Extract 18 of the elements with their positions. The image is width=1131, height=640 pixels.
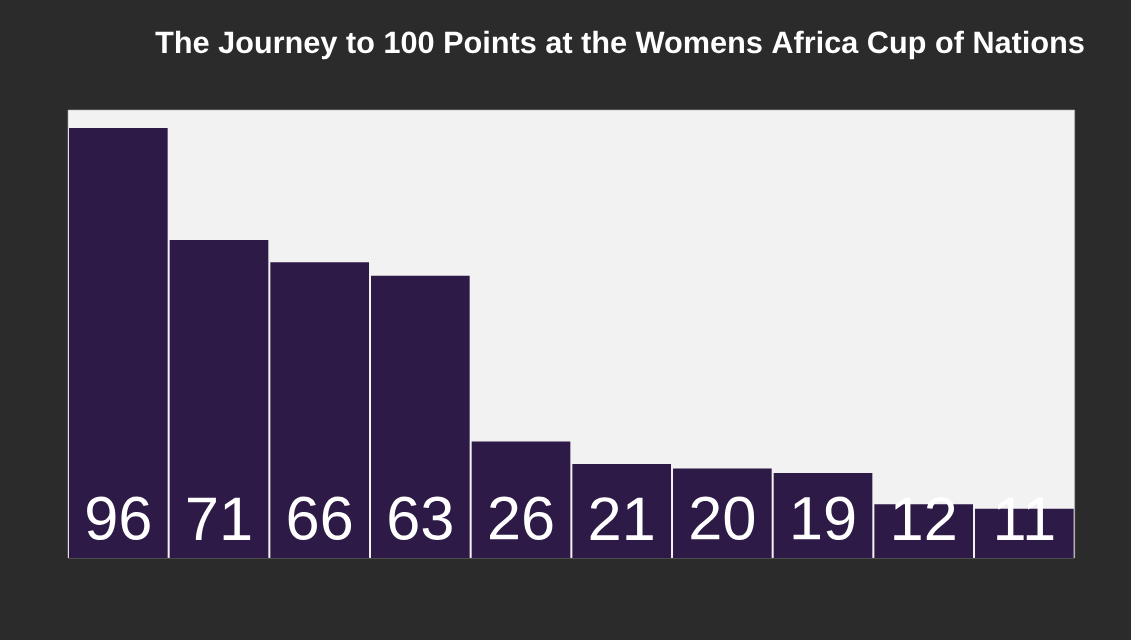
bar (673, 468, 772, 558)
bar (471, 441, 571, 558)
data-label: 12 (894, 497, 955, 540)
bar (69, 127, 168, 558)
data-label: 71 (188, 497, 251, 540)
bar (169, 239, 269, 558)
bar (371, 275, 470, 558)
data-label: 63 (389, 496, 452, 540)
data-label: 26 (489, 496, 553, 540)
data-label: 11 (997, 497, 1054, 540)
data-label: 21 (590, 497, 653, 540)
bar (270, 262, 370, 558)
data-label: 19 (793, 496, 855, 540)
data-label: 20 (691, 496, 755, 540)
bar (572, 463, 672, 558)
chart-title: The Journey to 100 Points at the Womens Africa Cup of Nations (155, 30, 1084, 60)
data-label: 66 (288, 496, 352, 540)
data-label: 96 (87, 496, 150, 540)
